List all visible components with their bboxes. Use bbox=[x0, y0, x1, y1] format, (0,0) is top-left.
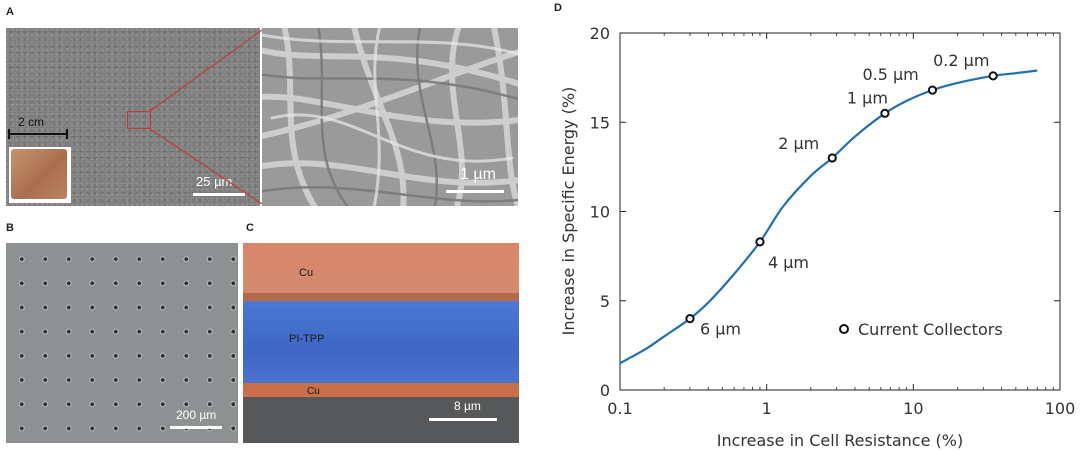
legend-label: Current Collectors bbox=[858, 320, 1003, 339]
collector-point bbox=[927, 85, 938, 95]
collector-point bbox=[880, 108, 890, 118]
scale-label-200um: 200 µm bbox=[176, 408, 217, 422]
y-axis-label: Increase in Specific Energy (%) bbox=[559, 87, 578, 336]
x-tick-label: 10 bbox=[903, 399, 923, 418]
scale-bar-1um bbox=[446, 190, 504, 193]
y-tick-label: 0 bbox=[600, 381, 610, 400]
copper-layer-top-edge bbox=[243, 293, 519, 301]
collector-thickness-label: 6 µm bbox=[700, 320, 741, 339]
x-tick-label: 0.1 bbox=[607, 399, 632, 418]
polymer-layer bbox=[243, 301, 519, 383]
collector-point bbox=[755, 237, 765, 247]
panel-c-letter: C bbox=[246, 222, 254, 234]
copper-foil-photo bbox=[9, 147, 71, 203]
scale-bar-2cm bbox=[8, 133, 68, 135]
y-tick-label: 15 bbox=[590, 113, 610, 132]
collector-point bbox=[988, 71, 998, 81]
x-tick-label: 100 bbox=[1045, 399, 1076, 418]
collector-point bbox=[827, 153, 837, 163]
scale-label-25um: 25 µm bbox=[196, 174, 233, 189]
specific-energy-chart: 0.1 1 10 100 0 5 10 15 20 6 µm 4 µm 2 µm 1 µm 0.5 µm… bbox=[559, 24, 1076, 450]
nanofiber-texture bbox=[262, 28, 518, 206]
collector-thickness-label: 0.2 µm bbox=[933, 51, 989, 70]
legend: Current Collectors bbox=[839, 320, 1003, 339]
sem-image-perforated-film: 200 µm bbox=[6, 243, 238, 443]
scale-label-1um: 1 µm bbox=[460, 166, 496, 183]
y-tick-label: 20 bbox=[590, 24, 610, 43]
collector-thickness-label: 0.5 µm bbox=[862, 65, 918, 84]
label-pi-tpp: PI-TPP bbox=[289, 333, 325, 345]
collector-thickness-label: 1 µm bbox=[847, 88, 888, 107]
y-tick-label: 5 bbox=[600, 292, 610, 311]
scale-bar-25um bbox=[193, 193, 245, 196]
cross-section-image: Cu PI-TPP Cu 8 µm bbox=[243, 243, 519, 443]
copper-layer-top bbox=[243, 243, 519, 293]
copper-layer-bottom bbox=[243, 383, 519, 397]
sem-image-low-magnification: 2 cm 25 µm bbox=[6, 28, 260, 206]
legend-marker bbox=[839, 324, 849, 334]
scale-label-8um: 8 µm bbox=[454, 399, 481, 413]
collector-thickness-label: 4 µm bbox=[768, 253, 809, 272]
zoom-region-box bbox=[127, 111, 151, 129]
x-axis-label: Increase in Cell Resistance (%) bbox=[717, 431, 963, 450]
scale-bar-200um bbox=[170, 426, 222, 429]
y-tick-label: 10 bbox=[590, 203, 610, 222]
axis-ticks: 0.1 1 10 100 0 5 10 15 20 bbox=[590, 24, 1076, 418]
scale-bar-8um bbox=[429, 418, 497, 421]
scale-label-2cm: 2 cm bbox=[18, 115, 45, 129]
collector-point bbox=[685, 314, 695, 324]
x-tick-label: 1 bbox=[762, 399, 772, 418]
collector-thickness-label: 2 µm bbox=[778, 134, 819, 153]
label-cu-top: Cu bbox=[299, 267, 314, 279]
scale-bar-cap-right bbox=[66, 129, 68, 139]
panel-a-letter: A bbox=[6, 6, 14, 18]
points-layer: 6 µm 4 µm 2 µm 1 µm 0.5 µm 0.2 µm bbox=[685, 51, 998, 339]
sem-image-high-magnification: 1 µm bbox=[262, 28, 518, 206]
label-cu-bottom: Cu bbox=[307, 386, 320, 397]
panel-d-letter: D bbox=[554, 2, 562, 14]
panel-b-letter: B bbox=[6, 222, 14, 234]
